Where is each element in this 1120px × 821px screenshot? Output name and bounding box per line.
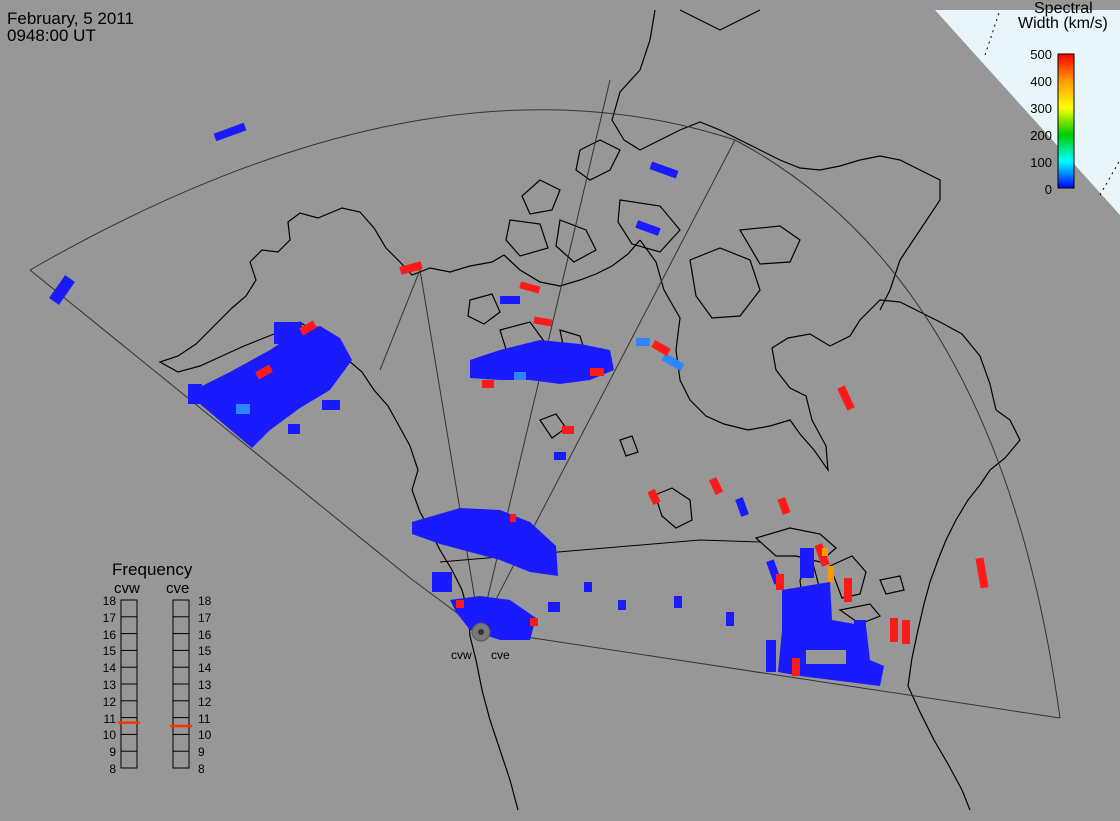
- colorbar-tick-300: 300: [1030, 101, 1052, 116]
- frequency-left-tick-16: 16: [102, 627, 116, 642]
- frequency-left-tick-9: 9: [109, 745, 116, 760]
- frequency-right-tick-16: 16: [198, 627, 212, 642]
- frequency-left-tick-15: 15: [102, 644, 116, 659]
- frequency-left-tick-11: 11: [103, 711, 116, 726]
- time-label: 0948:00 UT: [7, 26, 96, 45]
- frequency-left-tick-8: 8: [109, 762, 116, 776]
- colorbar-tick-200: 200: [1030, 128, 1052, 143]
- frequency-right-tick-15: 15: [198, 644, 212, 659]
- frequency-left-tick-18: 18: [102, 594, 116, 608]
- latitude-dotted-line-2: [1099, 159, 1120, 196]
- frequency-right-tick-18: 18: [198, 594, 212, 608]
- frequency-left-tick-14: 14: [102, 661, 116, 676]
- colorbar-tick-500: 500: [1030, 47, 1052, 62]
- frequency-right-tick-12: 12: [198, 694, 212, 709]
- frequency-title: Frequency: [112, 560, 193, 579]
- frequency-right-tick-9: 9: [198, 745, 205, 760]
- colorbar-tick-400: 400: [1030, 74, 1052, 89]
- frequency-cvw-label: cvw: [114, 580, 140, 597]
- frequency-left-tick-10: 10: [102, 728, 116, 743]
- colorbar-title-line1: Spectral: [1034, 0, 1093, 17]
- frequency-right-tick-11: 11: [198, 711, 211, 726]
- spectral-width-colorbar: [1057, 53, 1075, 189]
- frequency-right-tick-13: 13: [198, 678, 212, 692]
- frequency-right-tick-10: 10: [198, 728, 212, 743]
- date-label: February, 5 2011: [7, 9, 134, 28]
- frequency-left-tick-13: 13: [102, 678, 116, 692]
- colorbar-tick-100: 100: [1030, 155, 1052, 170]
- radar-site-center: [478, 629, 484, 635]
- latitude-dotted-line: [984, 9, 1001, 56]
- radar-echoes: [49, 122, 989, 686]
- frequency-left-tick-12: 12: [102, 694, 116, 709]
- frequency-left-tick-17: 17: [102, 610, 116, 625]
- frequency-ticks: [121, 599, 189, 769]
- frequency-right-tick-17: 17: [198, 610, 212, 625]
- radar-label-cve: cve: [491, 648, 510, 662]
- colorbar-title-line2: Width (km/s): [1018, 15, 1108, 32]
- frequency-right-tick-14: 14: [198, 661, 212, 676]
- frequency-right-tick-8: 8: [198, 762, 205, 776]
- colorbar-tick-0: 0: [1044, 182, 1052, 197]
- radar-label-cvw: cvw: [451, 648, 472, 662]
- frequency-cve-label: cve: [166, 580, 190, 597]
